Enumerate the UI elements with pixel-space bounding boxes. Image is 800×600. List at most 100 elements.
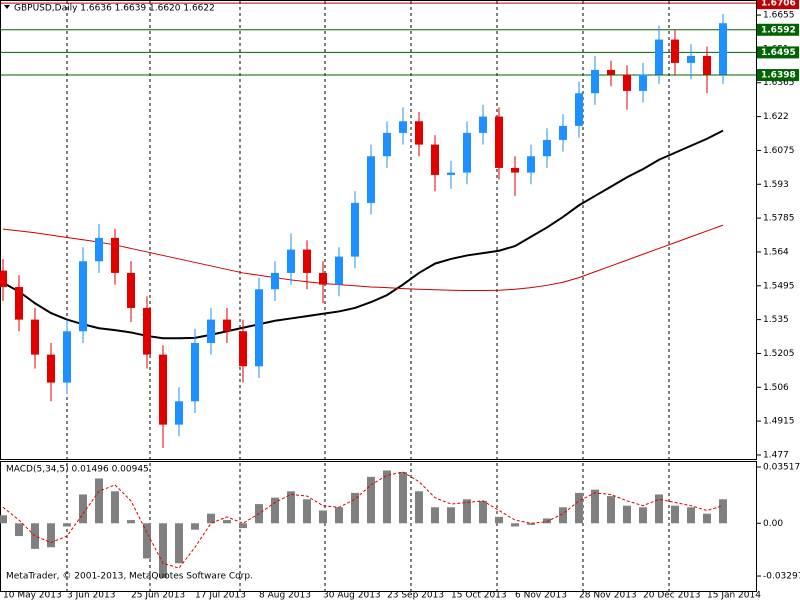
x-tick-label: 30 Aug 2013 [323,591,381,600]
candle-body [319,272,327,285]
candle-body [63,331,71,383]
macd-bar [479,500,487,524]
y-tick-label: 1.6075 [763,146,795,156]
macd-bar [207,513,215,524]
y-tick-label: 1.5205 [763,349,795,359]
candle-body [479,116,487,133]
moving-average [2,224,724,291]
candle-body [95,237,103,262]
macd-bar [719,499,727,524]
candle-body [639,74,647,91]
x-tick-label: 25 Jun 2013 [131,591,185,600]
y-tick-label: 1.593 [763,180,789,190]
macd-bar [159,523,167,578]
y-tick-label: 1.5785 [763,214,795,224]
moving-average [2,129,724,340]
y-tick-label: -0.03297 [763,572,800,582]
x-tick-label: 20 Dec 2013 [643,591,701,600]
candle-body [367,156,375,203]
candle-body [271,272,279,290]
macd-bar [111,491,119,524]
macd-bar [463,499,471,524]
x-tick-label: 6 Nov 2013 [515,591,567,600]
candle-body [207,319,215,343]
macd-bar [127,520,135,524]
y-tick-label: 0.03517 [763,463,800,473]
candle-body [495,116,503,168]
macd-bar [175,523,183,564]
candle-body [175,401,183,425]
macd-bar [287,491,295,524]
level-label-box [757,0,799,10]
x-tick-label: 17 Jul 2013 [195,591,246,600]
candle-body [671,39,679,63]
candle-body [543,139,551,157]
macd-bar [335,507,343,524]
x-tick-label: 10 May 2013 [3,591,62,600]
macd-bar [511,523,519,527]
y-tick-label: 1.477 [763,450,789,460]
candle-body [15,286,23,320]
macd-bar [623,505,631,524]
macd-bar [271,497,279,524]
macd-bar [79,494,87,524]
candle-body [591,69,599,94]
candle-body [287,249,295,273]
candle-body [575,93,583,126]
macd-bar [447,507,455,524]
macd-bar [223,520,231,524]
candle-body [607,69,615,75]
candle-body [527,156,535,173]
y-tick-label: 1.6365 [763,78,795,88]
macd-bar [15,523,23,537]
macd-bar [367,476,375,524]
macd-bar [703,513,711,524]
candle-body [431,144,439,175]
candle-body [239,331,247,367]
macd-bar [351,492,359,524]
macd-bar [63,523,71,527]
macd-bar [191,523,199,530]
candle-body [655,39,663,75]
macd-bar [143,523,151,559]
candle-body [79,261,87,332]
macd-bar [575,492,583,524]
macd-bar [559,507,567,524]
macd-bar [687,507,695,524]
y-tick-label: 1.6655 [763,11,795,21]
y-tick-label: 1.506 [763,383,789,393]
candle-body [255,289,263,367]
macd-bar [303,499,311,524]
x-tick-label: 28 Nov 2013 [579,591,637,600]
macd-bar [95,478,103,524]
macd-bar [31,523,39,549]
candle-body [463,132,471,173]
macd-bar [431,507,439,524]
macd-bar [591,489,599,524]
candle-body [719,23,727,75]
y-tick-label: 1.5495 [763,281,795,291]
level-label: 1.6398 [761,71,796,81]
candle-body [143,307,151,355]
candle-body [0,270,7,287]
level-label: 1.6706 [761,0,796,9]
menu-arrow[interactable] [4,5,10,9]
y-tick-label: 1.622 [763,112,789,122]
candle-body [687,55,695,63]
level-label: 1.6592 [761,25,796,35]
macd-bar [607,496,615,524]
candle-body [383,132,391,157]
macd-bar [0,515,7,524]
x-tick-label: 8 Aug 2013 [259,591,311,600]
copyright: MetaTrader, © 2001-2013, MetaQuotes Soft… [6,572,253,582]
macd-bar [399,472,407,524]
candle-body [447,172,455,175]
macd-bar [495,516,503,524]
macd-bar [47,523,55,548]
candle-body [511,167,519,173]
candle-body [415,121,423,145]
macd-bar [383,470,391,524]
macd-bar [415,491,423,524]
candle-body [335,256,343,285]
